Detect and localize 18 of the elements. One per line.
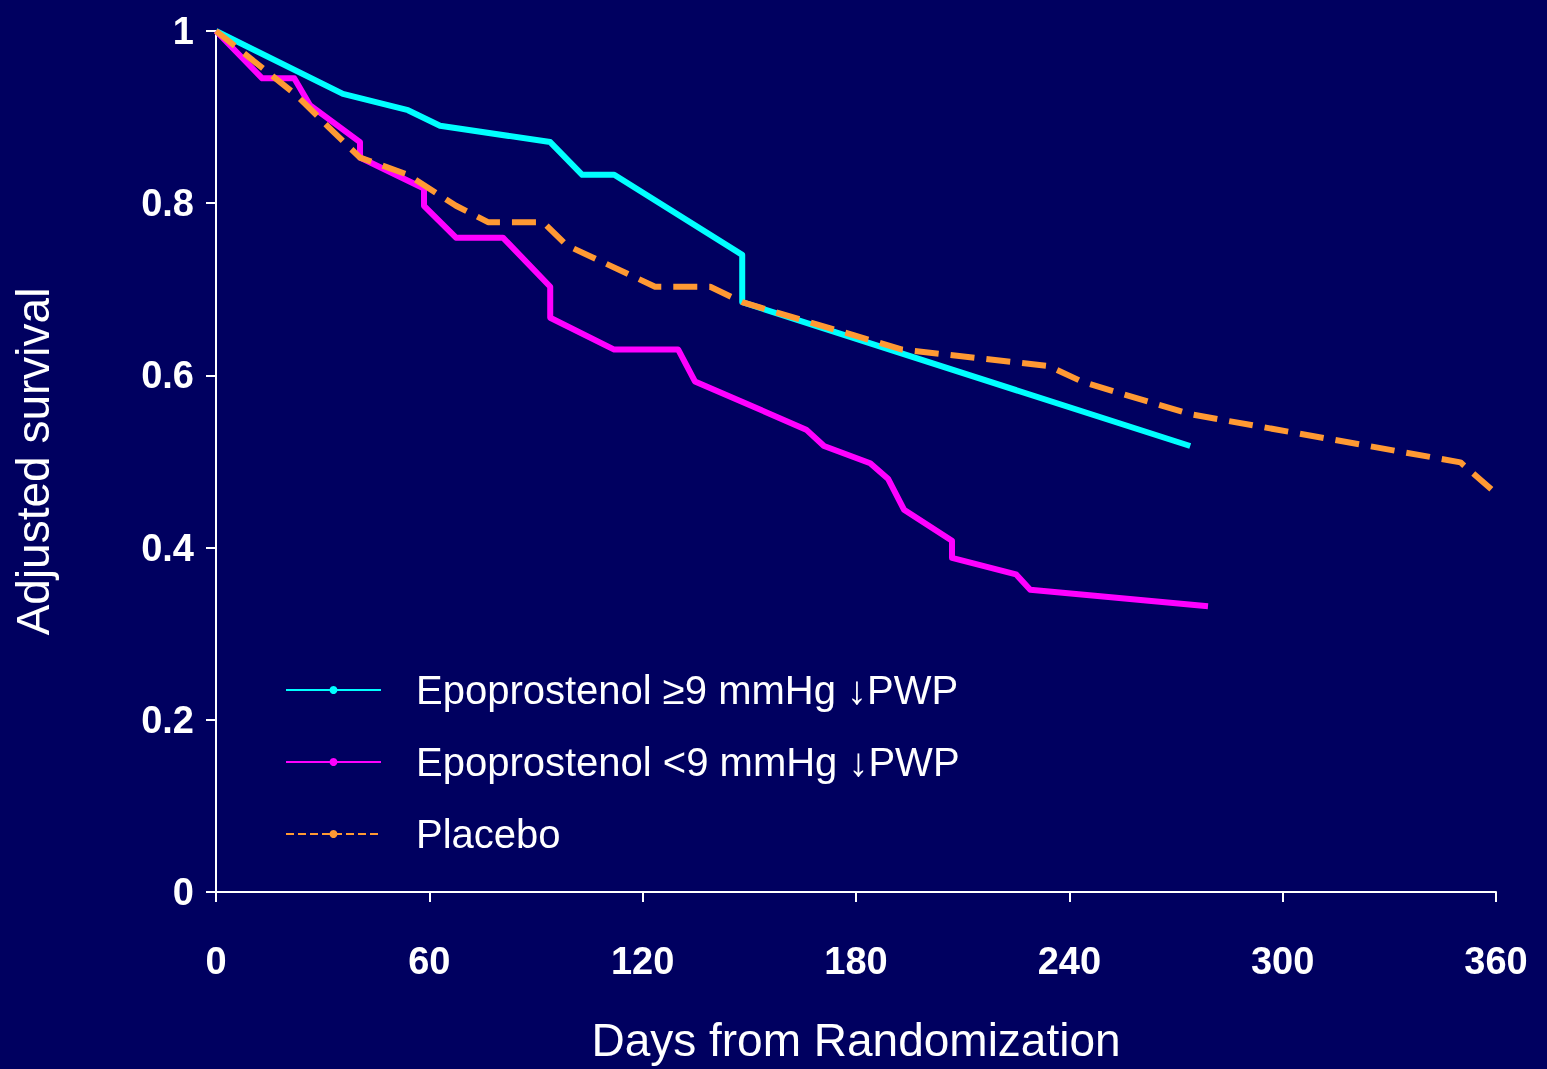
legend-label: Placebo — [416, 812, 561, 856]
legend-label: Epoprostenol ≥9 mmHg ↓PWP — [416, 668, 959, 712]
x-tick-label: 0 — [205, 940, 227, 982]
y-tick-label: 0 — [172, 871, 194, 913]
x-tick-label: 300 — [1250, 940, 1315, 982]
y-tick-label: 0.4 — [141, 526, 194, 569]
y-tick-label: 0.6 — [141, 354, 194, 397]
y-tick-label: 1 — [172, 10, 194, 52]
x-tick-label: 60 — [408, 940, 451, 982]
x-tick-label: 120 — [610, 940, 675, 982]
x-axis-title: Days from Randomization — [591, 1014, 1121, 1066]
y-tick-label: 0.2 — [141, 698, 194, 741]
legend-label: Epoprostenol <9 mmHg ↓PWP — [416, 740, 960, 784]
y-tick-label: 0.8 — [141, 182, 194, 225]
x-tick-label: 180 — [824, 940, 888, 982]
y-axis-title: Adjusted survival — [7, 287, 59, 636]
x-tick-label: 240 — [1037, 940, 1102, 982]
x-tick-label: 360 — [1464, 940, 1528, 982]
